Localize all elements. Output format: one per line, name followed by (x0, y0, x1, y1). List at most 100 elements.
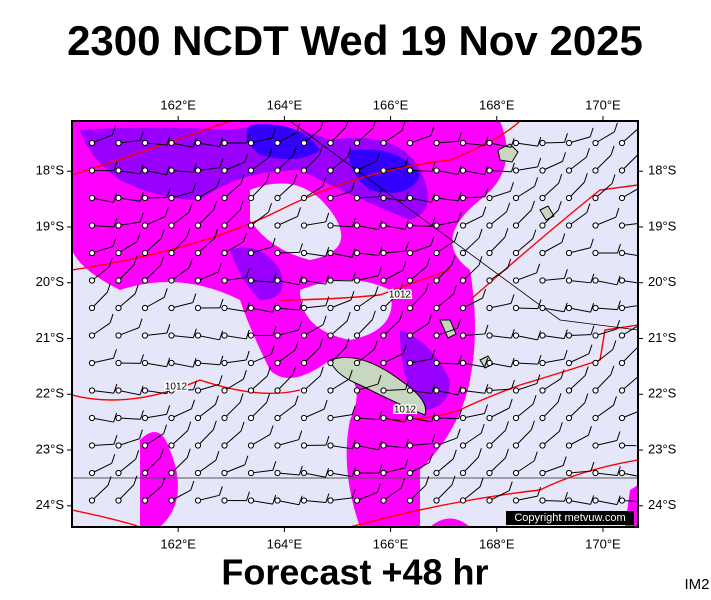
wind-station (459, 442, 467, 449)
wind-station (539, 277, 546, 284)
wind-barb-flag (537, 354, 542, 365)
wind-station (459, 222, 467, 229)
wind-station (115, 139, 122, 147)
wind-station (380, 332, 387, 339)
wind-barb (303, 185, 323, 199)
wind-station (486, 222, 493, 229)
wind-barb (542, 378, 562, 391)
wind-barb (383, 487, 402, 501)
wind-station (327, 277, 334, 284)
wind-station (512, 332, 520, 339)
wind-station (539, 222, 546, 229)
wind-station (168, 414, 175, 422)
wind-barb-flag (484, 324, 489, 335)
wind-station (565, 139, 573, 147)
wind-barb (436, 437, 458, 446)
wind-barb (303, 252, 326, 257)
wind-barb-flag (612, 340, 617, 350)
wind-barb-flag (345, 338, 350, 348)
wind-barb (489, 362, 512, 368)
wind-station (274, 332, 281, 339)
wind-station (618, 387, 626, 394)
wind-barb-flag (484, 357, 489, 368)
wind-station (115, 497, 122, 504)
wind-barb (330, 252, 353, 258)
wind-station (353, 497, 361, 504)
wind-barb-flag (113, 435, 118, 445)
wind-station (406, 222, 414, 229)
wind-barb (118, 438, 140, 446)
wind-barb-flag (532, 394, 537, 405)
wind-barb (621, 500, 638, 503)
wind-barb (462, 142, 485, 147)
wind-barb (409, 245, 431, 254)
wind-station (115, 304, 122, 312)
wind-barb-flag (478, 228, 483, 239)
wind-barb-flag (266, 366, 271, 377)
wind-station (433, 277, 440, 284)
wind-barb (118, 197, 141, 202)
isobar-label: 1012 (165, 382, 188, 393)
wind-barb-flag (530, 420, 535, 430)
wind-barb (144, 390, 167, 395)
wind-barb-flag (240, 421, 245, 432)
wind-station (618, 442, 626, 449)
wind-barb-flag (136, 232, 141, 242)
wind-station (247, 277, 255, 284)
wind-barb-flag (351, 405, 356, 415)
wind-barb-flag (166, 405, 171, 415)
wind-barb-flag (431, 162, 436, 172)
wind-barb-flag (430, 236, 435, 246)
wind-station (486, 277, 493, 284)
wind-station (539, 442, 546, 449)
wind-station (300, 222, 308, 229)
wind-station (194, 249, 202, 257)
wind-barb-flag (590, 495, 595, 505)
wind-station (274, 359, 281, 367)
wind-barb (118, 240, 138, 254)
wind-barb-flag (107, 476, 112, 486)
wind-barb (250, 280, 273, 283)
wind-station (433, 139, 440, 147)
wind-barb (542, 160, 563, 171)
wind-barb-flag (431, 217, 436, 227)
wind-station (459, 139, 467, 147)
wind-barb (250, 137, 273, 144)
wind-station (168, 359, 175, 367)
wind-barb (489, 457, 506, 474)
wind-barb-flag (268, 202, 272, 213)
wind-barb (144, 413, 167, 419)
wind-barb-flag (457, 191, 462, 202)
wind-barb-flag (188, 203, 193, 213)
wind-barb (144, 237, 162, 254)
wind-barb-flag (639, 367, 642, 376)
wind-station (486, 139, 493, 147)
wind-barb (144, 296, 165, 309)
wind-barb-flag (164, 207, 169, 217)
wind-station (300, 304, 308, 312)
wind-barb-flag (272, 273, 277, 283)
wind-barb (462, 432, 482, 446)
wind-barb-flag (376, 483, 381, 493)
wind-barb (595, 154, 612, 171)
wind-barb (330, 190, 352, 199)
wind-station (565, 194, 573, 202)
wind-station (115, 222, 122, 229)
wind-station (115, 469, 122, 477)
wind-barb-flag (644, 468, 647, 477)
wind-barb-flag (192, 293, 197, 303)
wind-barb (250, 181, 267, 199)
lat-label-right: 22°S (648, 386, 677, 401)
wind-barb-flag (504, 228, 509, 238)
wind-barb-flag (404, 438, 409, 449)
wind-barb (91, 245, 114, 254)
wind-station (353, 222, 361, 229)
wind-barb (144, 433, 164, 446)
wind-station (380, 277, 387, 284)
wind-station (406, 304, 414, 312)
wind-station (327, 387, 334, 394)
wind-barb-flag (139, 131, 144, 141)
wind-station (565, 332, 573, 339)
wind-station (433, 497, 440, 504)
wind-station (565, 497, 573, 504)
